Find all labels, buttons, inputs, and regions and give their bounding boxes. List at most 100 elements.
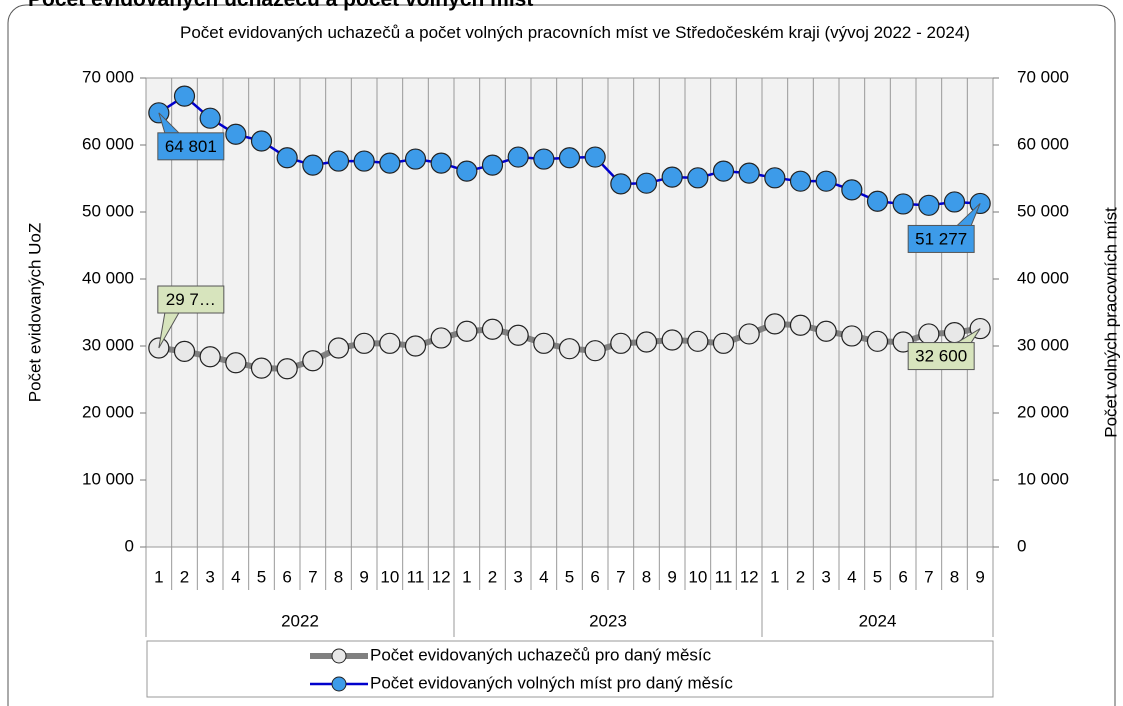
- marker: [661, 166, 683, 188]
- x-group-label: 2022: [281, 611, 319, 630]
- marker: [866, 190, 889, 212]
- marker: [327, 337, 350, 359]
- marker: [943, 191, 966, 213]
- marker: [276, 358, 298, 380]
- y-tick-label: 10 000: [82, 469, 134, 488]
- marker: [353, 332, 375, 354]
- y-tick-label: 50 000: [82, 201, 134, 220]
- callout-box: [157, 285, 225, 314]
- x-group-label: 2024: [859, 611, 897, 630]
- marker: [712, 332, 735, 354]
- heading: Počet evidovaných uchazečů a počet volný…: [28, 0, 533, 12]
- x-tick-label: 9: [667, 567, 676, 586]
- marker: [584, 340, 606, 362]
- marker: [918, 194, 940, 216]
- marker: [199, 107, 221, 129]
- marker: [764, 313, 786, 335]
- callout-box: [157, 132, 225, 161]
- x-tick-label: 5: [873, 567, 882, 586]
- y2-tick-label: 10 000: [1017, 469, 1069, 488]
- chart-title: Počet evidovaných uchazečů a počet volný…: [180, 23, 970, 42]
- marker: [712, 160, 735, 182]
- marker: [558, 147, 581, 169]
- x-tick-label: 9: [359, 567, 368, 586]
- x-tick-label: 7: [308, 567, 317, 586]
- marker: [558, 338, 581, 360]
- marker: [687, 167, 709, 189]
- marker: [456, 320, 478, 342]
- marker: [764, 167, 786, 189]
- marker: [635, 331, 658, 353]
- marker: [815, 320, 837, 342]
- legend: [146, 640, 994, 698]
- x-tick-label: 9: [975, 567, 984, 586]
- legend-label: Počet evidovaných uchazečů pro daný měsí…: [370, 645, 712, 664]
- x-tick-label: 1: [770, 567, 779, 586]
- marker: [327, 150, 350, 172]
- x-tick-label: 3: [205, 567, 214, 586]
- marker: [789, 170, 812, 192]
- x-tick-label: 2: [796, 567, 805, 586]
- data-label: 29 7…: [166, 290, 216, 309]
- x-tick-label: 1: [462, 567, 471, 586]
- marker: [687, 330, 709, 352]
- x-tick-label: 11: [715, 567, 733, 586]
- x-tick-label: 6: [282, 567, 291, 586]
- x-tick-label: 12: [740, 567, 759, 586]
- marker: [481, 318, 504, 340]
- y-tick-label: 20 000: [82, 402, 134, 421]
- data-label: 32 600: [915, 347, 967, 366]
- marker: [225, 123, 247, 145]
- data-label: 51 277: [915, 229, 967, 248]
- x-tick-label: 11: [407, 567, 425, 586]
- y-tick-label: 30 000: [82, 335, 134, 354]
- x-tick-label: 8: [334, 567, 343, 586]
- marker: [866, 330, 889, 352]
- marker: [173, 340, 196, 362]
- x-tick-label: 5: [565, 567, 574, 586]
- marker: [661, 329, 683, 351]
- marker: [918, 323, 940, 345]
- x-tick-label: 10: [380, 567, 399, 586]
- x-tick-label: 2: [180, 567, 189, 586]
- marker: [404, 148, 427, 170]
- marker: [276, 147, 298, 169]
- x-tick-label: 4: [539, 567, 548, 586]
- marker: [815, 170, 837, 192]
- x-tick-label: 8: [642, 567, 651, 586]
- x-tick-label: 1: [154, 567, 163, 586]
- marker: [199, 346, 221, 368]
- y-tick-label: 40 000: [82, 268, 134, 287]
- marker: [430, 152, 452, 174]
- y-tick-label: 0: [125, 536, 134, 555]
- marker: [789, 314, 812, 336]
- marker: [404, 335, 427, 357]
- x-tick-label: 3: [821, 567, 830, 586]
- marker: [841, 325, 863, 347]
- x-tick-label: 7: [616, 567, 625, 586]
- marker: [533, 148, 555, 170]
- callout-box: [907, 342, 975, 371]
- y2-tick-label: 40 000: [1017, 268, 1069, 287]
- y2-tick-label: 60 000: [1017, 134, 1069, 153]
- y-tick-label: 60 000: [82, 134, 134, 153]
- y2-tick-label: 30 000: [1017, 335, 1069, 354]
- x-tick-label: 12: [432, 567, 451, 586]
- marker: [353, 150, 375, 172]
- marker: [738, 162, 760, 184]
- marker: [892, 193, 914, 215]
- legend-marker: [331, 676, 347, 692]
- legend-label: Počet evidovaných volných míst pro daný …: [370, 673, 733, 692]
- marker: [250, 357, 273, 379]
- x-tick-label: 5: [257, 567, 266, 586]
- marker: [507, 146, 529, 168]
- marker: [533, 332, 555, 354]
- x-tick-label: 6: [898, 567, 907, 586]
- x-tick-label: 6: [590, 567, 599, 586]
- marker: [481, 154, 504, 176]
- y-axis-label: Počet evidovaných UoZ: [25, 223, 44, 403]
- y2-axis-label: Počet volných pracovních míst: [1101, 207, 1120, 438]
- marker: [250, 130, 273, 152]
- y-tick-label: 70 000: [82, 67, 134, 86]
